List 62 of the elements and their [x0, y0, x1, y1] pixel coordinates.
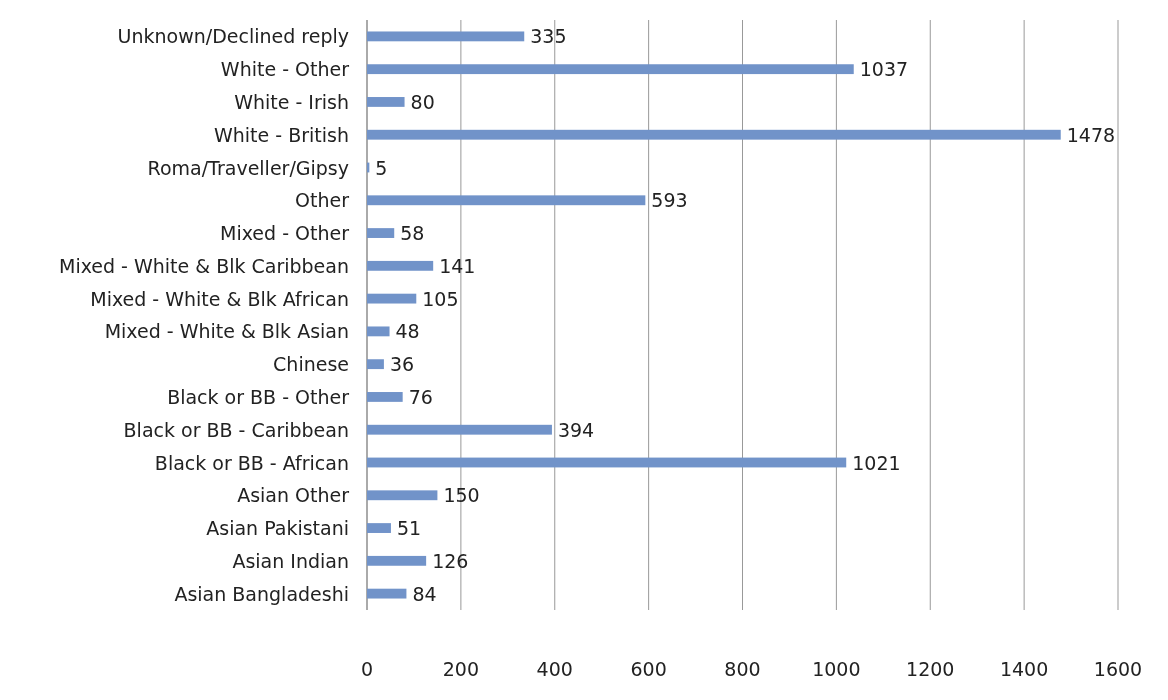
y-tick-label: Other [295, 189, 350, 212]
x-tick-label: 1600 [1093, 658, 1143, 680]
y-tick-label: White - British [214, 123, 349, 146]
data-label: 84 [412, 582, 437, 605]
data-label: 593 [651, 189, 688, 212]
y-tick-label: Asian Other [237, 484, 350, 507]
bar [367, 392, 403, 402]
data-label: 48 [395, 320, 420, 343]
y-tick-label: Mixed - White & Blk African [90, 287, 349, 310]
y-tick-label: Asian Bangladeshi [174, 582, 349, 605]
bar [367, 228, 395, 238]
x-tick-label: 1200 [906, 658, 955, 680]
y-tick-label: Black or BB - African [154, 451, 349, 474]
data-label: 105 [422, 287, 459, 310]
bar [367, 457, 847, 468]
bar [367, 260, 434, 271]
bar [367, 523, 391, 533]
bar [367, 293, 417, 304]
y-tick-label: White - Irish [234, 90, 349, 113]
y-tick-label: Asian Indian [232, 549, 349, 572]
bar [367, 31, 525, 42]
bar [367, 555, 427, 566]
y-tick-label: Mixed - White & Blk Caribbean [58, 254, 349, 277]
x-tick-label: 600 [630, 658, 667, 680]
y-tick-label: Mixed - White & Blk Asian [104, 320, 349, 343]
data-label: 51 [396, 517, 422, 540]
data-label: 80 [410, 90, 435, 113]
data-label: 58 [400, 222, 425, 245]
data-label: 36 [389, 353, 415, 376]
y-tick-label: Mixed - Other [220, 222, 350, 245]
y-tick-label: Black or BB - Caribbean [123, 418, 349, 441]
x-tick-label: 0 [360, 658, 374, 680]
bar [367, 588, 407, 599]
y-tick-label: Chinese [273, 353, 349, 376]
bar [367, 359, 384, 370]
x-tick-label: 1400 [999, 658, 1049, 680]
bar [367, 424, 552, 435]
x-tick-label: 400 [536, 658, 573, 680]
data-label: 1037 [859, 58, 909, 81]
data-label: 1021 [852, 451, 901, 474]
data-label: 5 [375, 156, 388, 179]
x-tick-label: 200 [442, 658, 480, 680]
data-label: 335 [530, 25, 567, 48]
bar [367, 64, 854, 75]
data-label: 141 [439, 254, 476, 277]
data-label: 1478 [1066, 123, 1116, 146]
y-tick-label: Asian Pakistani [206, 517, 349, 540]
bar [367, 490, 438, 501]
bar [367, 195, 646, 206]
bar [367, 326, 390, 337]
x-tick-label: 800 [724, 658, 761, 680]
data-label: 76 [408, 385, 433, 408]
y-tick-label: Roma/Traveller/Gipsy [147, 156, 349, 179]
x-tick-label: 1000 [812, 658, 861, 680]
bar [367, 97, 405, 107]
y-tick-label: Black or BB - Other [167, 385, 350, 408]
y-tick-label: Unknown/Declined reply [117, 25, 349, 48]
data-label: 394 [557, 418, 595, 441]
y-tick-label: White - Other [220, 58, 350, 81]
data-label: 150 [443, 484, 480, 507]
data-label: 126 [432, 549, 469, 572]
bar [367, 129, 1061, 140]
